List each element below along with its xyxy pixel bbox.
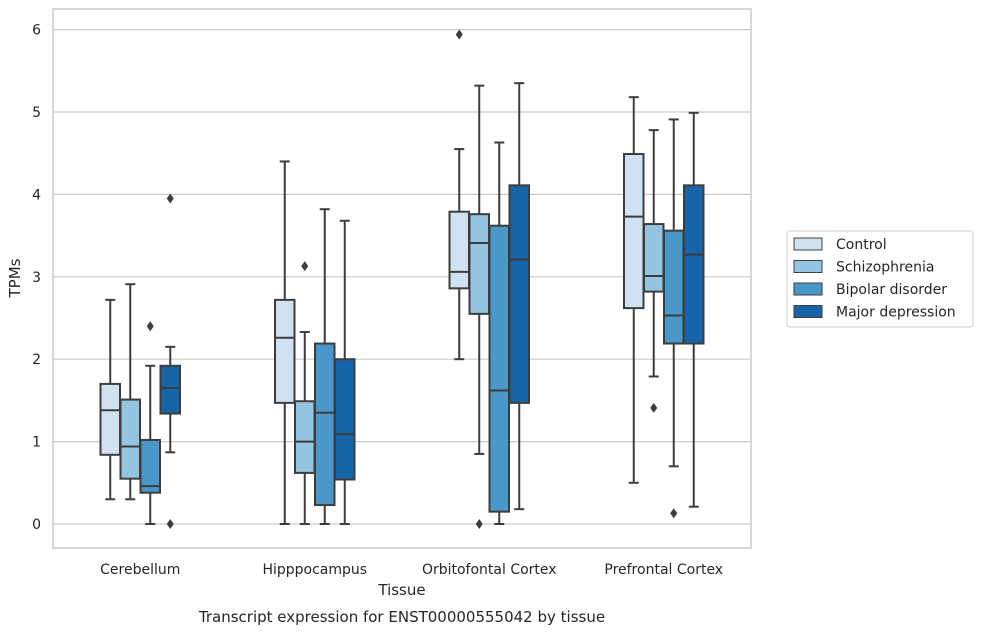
y-tick-label: 1 xyxy=(32,435,41,451)
box-body xyxy=(508,184,530,404)
box-body xyxy=(274,298,296,404)
legend-item: Bipolar disorder xyxy=(793,282,947,298)
outlier-point xyxy=(146,321,154,332)
x-tick-label: Orbitofontal Cortex xyxy=(422,562,557,578)
outlier-point xyxy=(166,519,174,529)
legend-label: Major depression xyxy=(836,305,956,321)
box-major-depression xyxy=(159,193,181,529)
box-control xyxy=(274,160,296,525)
y-tick-label: 4 xyxy=(32,187,41,203)
y-tick-label: 6 xyxy=(32,23,41,39)
plot-frame xyxy=(52,8,752,549)
x-tick-label: Hipppocampus xyxy=(262,562,367,578)
outlier-point xyxy=(455,29,463,40)
legend-swatch xyxy=(793,260,823,273)
legend-label: Schizophrenia xyxy=(836,260,934,276)
outlier-point xyxy=(166,193,174,204)
box-body xyxy=(683,184,705,345)
legend-frame xyxy=(786,230,974,328)
box-body xyxy=(99,382,121,456)
box-bipolar-disorder xyxy=(139,321,161,525)
box-body xyxy=(643,223,665,293)
box-body xyxy=(119,398,141,480)
legend-swatch xyxy=(793,237,823,251)
y-tick-labels: 0 1 2 3 4 5 6 xyxy=(32,23,41,533)
box-body xyxy=(314,342,336,507)
legend: Control Schizophrenia Bipolar disorder Majo… xyxy=(786,230,974,328)
legend-item: Schizophrenia xyxy=(793,260,934,276)
box-body xyxy=(663,229,685,345)
legend-label: Control xyxy=(836,237,887,253)
box-body xyxy=(334,358,356,481)
y-tick-label: 0 xyxy=(32,517,41,533)
box-body xyxy=(623,153,645,310)
x-axis-label: Tissue xyxy=(377,581,425,599)
box-schizophrenia xyxy=(119,283,141,501)
box-control xyxy=(623,96,645,484)
y-tick-label: 2 xyxy=(32,352,41,368)
x-tick-label: Prefrontal Cortex xyxy=(604,562,723,578)
box-major-depression xyxy=(334,219,356,525)
outlier-point xyxy=(301,261,309,272)
box-body xyxy=(294,400,316,474)
outlier-point xyxy=(475,519,483,529)
box-schizophrenia xyxy=(468,84,490,529)
legend-item: Control xyxy=(793,237,887,253)
x-tick-labels: Cerebellum Hipppocampus Orbitofontal Corte… xyxy=(100,562,723,578)
box-body xyxy=(488,224,510,513)
outlier-point xyxy=(670,508,678,519)
box-body xyxy=(448,210,470,290)
box-major-depression xyxy=(508,82,530,511)
y-tick-label: 3 xyxy=(32,270,41,286)
legend-item: Major depression xyxy=(793,305,956,321)
chart-caption: Transcript expression for ENST0000055504… xyxy=(198,608,605,626)
boxes-layer xyxy=(99,29,705,529)
legend-swatch xyxy=(793,305,823,318)
box-body xyxy=(139,438,161,494)
legend-swatch xyxy=(793,282,823,296)
legend-label: Bipolar disorder xyxy=(836,282,947,298)
x-tick-label: Cerebellum xyxy=(100,562,180,578)
box-control xyxy=(99,298,121,501)
box-body xyxy=(159,364,181,415)
outlier-point xyxy=(650,402,658,413)
box-body xyxy=(468,213,490,315)
box-control xyxy=(448,29,470,361)
y-tick-label: 5 xyxy=(32,105,41,121)
y-axis-label: TPMs xyxy=(6,258,24,298)
box-bipolar-disorder xyxy=(663,118,685,519)
box-major-depression xyxy=(683,111,705,508)
